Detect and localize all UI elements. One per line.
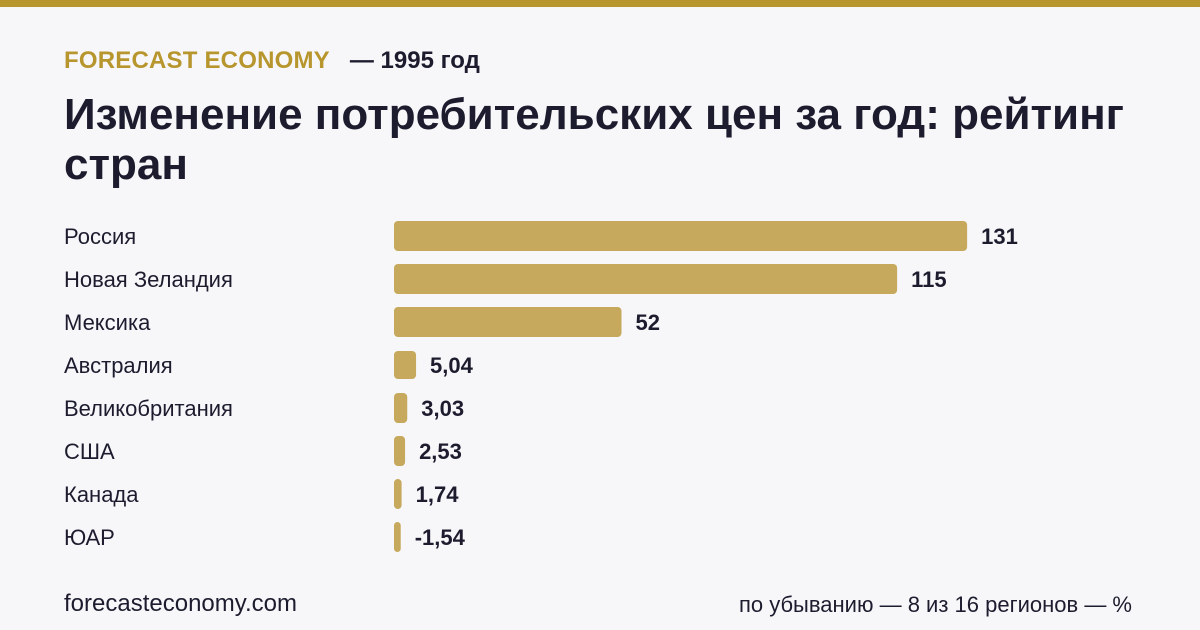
value-label: 1,74 — [416, 482, 460, 507]
value-label: 52 — [636, 310, 660, 335]
footer-site: forecasteconomy.com — [64, 590, 297, 617]
value-label: -1,54 — [415, 525, 466, 550]
category-label: Канада — [64, 482, 139, 507]
period-label: — 1995 год — [349, 47, 480, 74]
footer-note: по убыванию — 8 из 16 регионов — % — [738, 592, 1132, 617]
value-label: 5,04 — [430, 353, 474, 378]
top-accent-bar — [0, 0, 1200, 7]
bar — [394, 522, 401, 552]
bar — [394, 221, 968, 251]
brand-name: FORECAST ECONOMY — [64, 47, 330, 74]
category-label: Мексика — [64, 310, 151, 335]
chart-title: Изменение потребительских цен за год: ре… — [64, 90, 1124, 189]
header: FORECAST ECONOMY — 1995 год — [64, 44, 480, 78]
bar — [394, 479, 402, 509]
bar — [394, 436, 406, 466]
bar — [394, 307, 622, 337]
category-label: ЮАР — [64, 525, 115, 550]
value-label: 131 — [981, 224, 1018, 249]
category-label: США — [64, 439, 115, 464]
bar — [394, 351, 417, 379]
category-label: Великобритания — [64, 396, 233, 421]
value-label: 2,53 — [419, 439, 462, 464]
category-label: Россия — [64, 224, 136, 249]
bar — [394, 393, 408, 423]
bar — [394, 264, 898, 294]
category-label: Австралия — [64, 353, 173, 378]
value-label: 3,03 — [421, 396, 464, 421]
value-label: 115 — [911, 267, 947, 292]
category-label: Новая Зеландия — [64, 267, 233, 292]
